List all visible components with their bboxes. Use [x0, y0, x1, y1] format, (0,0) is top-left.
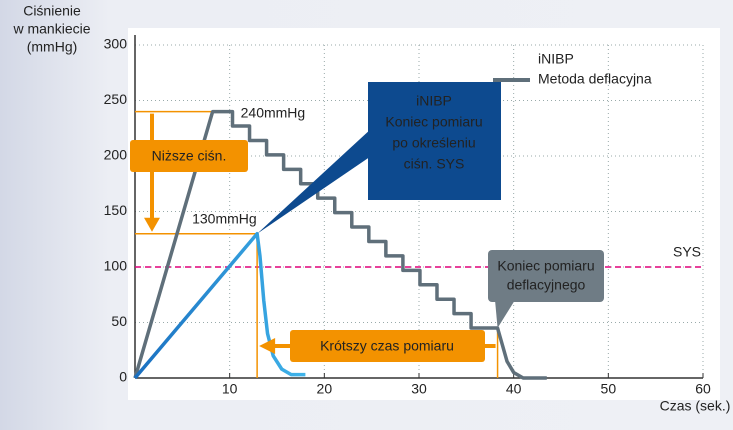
y-axis-label: Ciśnienie	[23, 3, 81, 19]
y-tick-label: 200	[104, 147, 128, 163]
callout-text: Koniec pomiaru	[385, 114, 482, 130]
callout-text: iNIBP	[416, 93, 452, 109]
annotation: 130mmHg	[192, 210, 257, 226]
x-axis-label: Czas (sek.)	[660, 398, 731, 414]
legend-label: iNIBP	[538, 51, 574, 67]
y-axis-label: (mmHg)	[27, 39, 78, 55]
x-tick-label: 20	[317, 381, 333, 397]
y-tick-label: 50	[111, 313, 127, 329]
y-axis-label: w mankiecie	[12, 21, 90, 37]
callout-text: Koniec pomiaru	[497, 258, 594, 274]
callout-text: deflacyjnego	[507, 277, 586, 293]
x-tick-label: 40	[506, 381, 522, 397]
x-tick-label: 60	[695, 381, 711, 397]
annotation: Krótszy czas pomiaru	[320, 338, 454, 354]
annotation: 240mmHg	[241, 104, 306, 120]
callout-text: ciśn. SYS	[404, 156, 465, 172]
legend-label: Metoda deflacyjna	[538, 71, 652, 87]
x-tick-label: 50	[601, 381, 617, 397]
y-tick-label: 150	[104, 202, 128, 218]
y-tick-label: 300	[104, 36, 128, 52]
callout-text: po określeniu	[392, 135, 475, 151]
chart: 0 50 100 150 200 250 300 10 20 30 40 50 60 Ciśnienie w…	[0, 0, 733, 430]
y-tick-label: 100	[104, 258, 128, 274]
x-tick-label: 30	[411, 381, 427, 397]
annotation: Niższe ciśn.	[152, 148, 227, 164]
y-tick-label: 0	[119, 369, 127, 385]
y-tick-label: 250	[104, 91, 128, 107]
x-tick-label: 10	[222, 381, 238, 397]
sys-label: SYS	[673, 244, 701, 260]
